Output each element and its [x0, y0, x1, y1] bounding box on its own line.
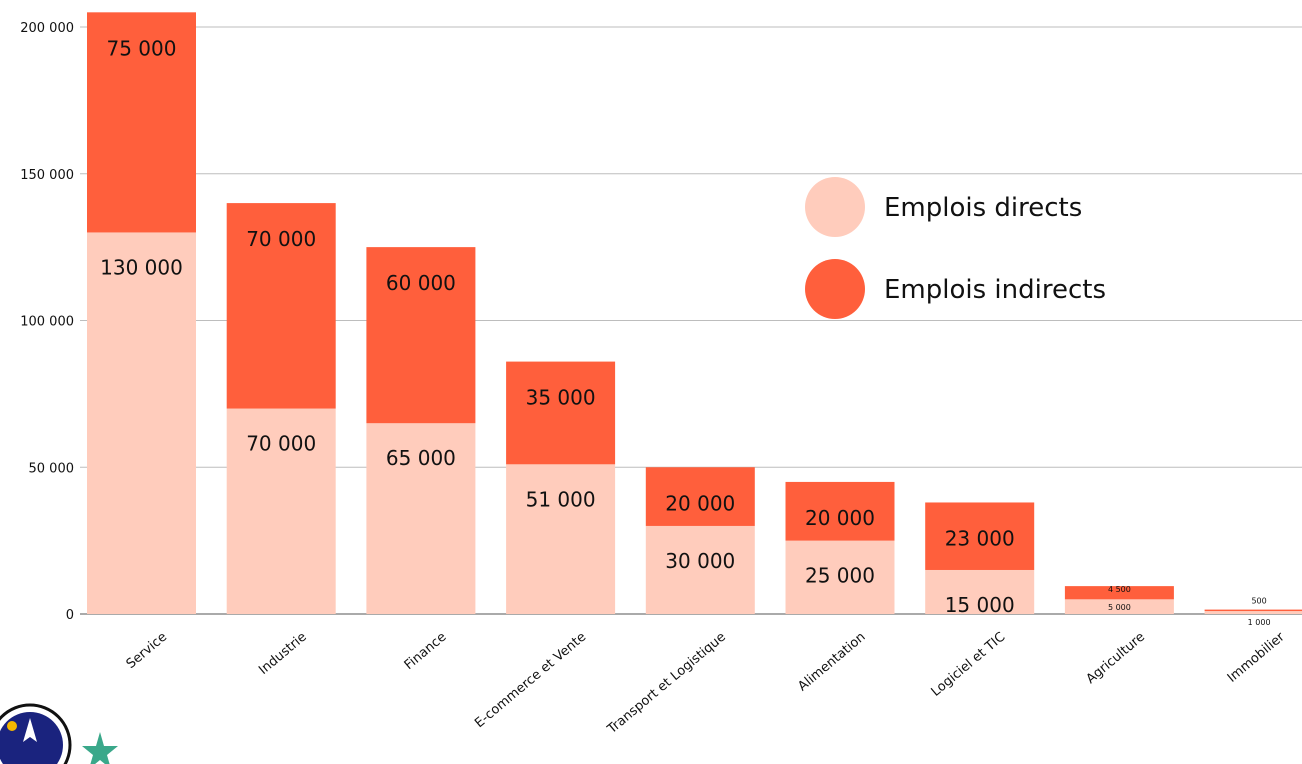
value-label-indirect: 500 — [1251, 597, 1266, 606]
bar-direct — [1064, 599, 1174, 614]
value-label-direct: 130 000 — [100, 255, 183, 279]
y-tick-label: 0 — [66, 608, 74, 623]
x-axis: Service Industrie Finance E-commerce et Ven… — [124, 629, 1289, 737]
x-tick-label: E-commerce et Vente — [472, 630, 589, 732]
value-label-indirect: 23 000 — [945, 526, 1015, 550]
value-label-direct: 15 000 — [945, 593, 1015, 617]
value-label-direct: 51 000 — [526, 487, 596, 511]
legend-label-direct: Emplois directs — [884, 193, 1082, 223]
bar-indirect — [645, 467, 755, 526]
circular-emblem-logo — [0, 703, 72, 764]
y-tick-label: 200 000 — [20, 21, 74, 36]
bar-direct — [645, 525, 755, 614]
x-tick-label: Logiciel et TIC — [929, 630, 1009, 700]
bar-indirect — [87, 12, 196, 233]
bar-direct — [366, 423, 476, 614]
bar-direct — [925, 569, 1035, 614]
value-label-direct: 70 000 — [246, 432, 316, 456]
bar-direct — [226, 408, 336, 614]
y-axis: 0 50 000 100 000 150 000 200 000 — [20, 21, 74, 623]
legend-marker-direct — [805, 177, 865, 237]
value-label-direct: 1 000 — [1248, 618, 1271, 627]
y-tick-label: 50 000 — [29, 461, 75, 476]
value-label-indirect: 20 000 — [805, 506, 875, 530]
x-tick-label: Agriculture — [1084, 630, 1148, 687]
value-label-indirect: 20 000 — [665, 491, 735, 515]
bar-direct — [87, 232, 196, 614]
x-tick-label: Immobilier — [1225, 629, 1288, 686]
value-label-direct: 30 000 — [665, 549, 735, 573]
bar-direct — [506, 464, 616, 614]
x-tick-label: Service — [124, 630, 170, 672]
value-label-indirect: 70 000 — [246, 227, 316, 251]
x-tick-label: Alimentation — [795, 630, 868, 695]
value-label-indirect: 4 500 — [1108, 585, 1131, 594]
bar-indirect — [785, 481, 895, 541]
bar-indirect — [925, 502, 1035, 570]
bar-indirect — [226, 203, 336, 409]
y-tick-label: 100 000 — [20, 315, 74, 330]
bar-direct — [1204, 611, 1302, 614]
bar-indirect — [1064, 586, 1174, 600]
value-label-direct: 5 000 — [1108, 603, 1131, 612]
bar-indirect — [506, 361, 616, 465]
value-label-direct: 65 000 — [386, 446, 456, 470]
bars: 75 000 130 000 70 000 70 000 60 000 65 000 35 … — [87, 12, 1302, 627]
value-label-indirect: 35 000 — [526, 386, 596, 410]
value-label-indirect: 75 000 — [107, 36, 177, 60]
legend-marker-indirect — [805, 259, 865, 319]
x-tick-label: Finance — [402, 630, 450, 673]
bar-direct — [785, 540, 895, 614]
green-star-logo — [82, 732, 118, 764]
y-tick-label: 150 000 — [20, 168, 74, 183]
value-label-indirect: 60 000 — [386, 271, 456, 295]
bar-indirect — [1204, 609, 1302, 612]
x-tick-label: Industrie — [256, 630, 310, 678]
bar-indirect — [366, 247, 476, 424]
value-label-direct: 25 000 — [805, 564, 875, 588]
legend: Emplois directs Emplois indirects — [805, 177, 1106, 319]
logos — [0, 703, 118, 764]
x-tick-label: Transport et Logistique — [604, 630, 729, 738]
legend-label-indirect: Emplois indirects — [884, 275, 1106, 305]
